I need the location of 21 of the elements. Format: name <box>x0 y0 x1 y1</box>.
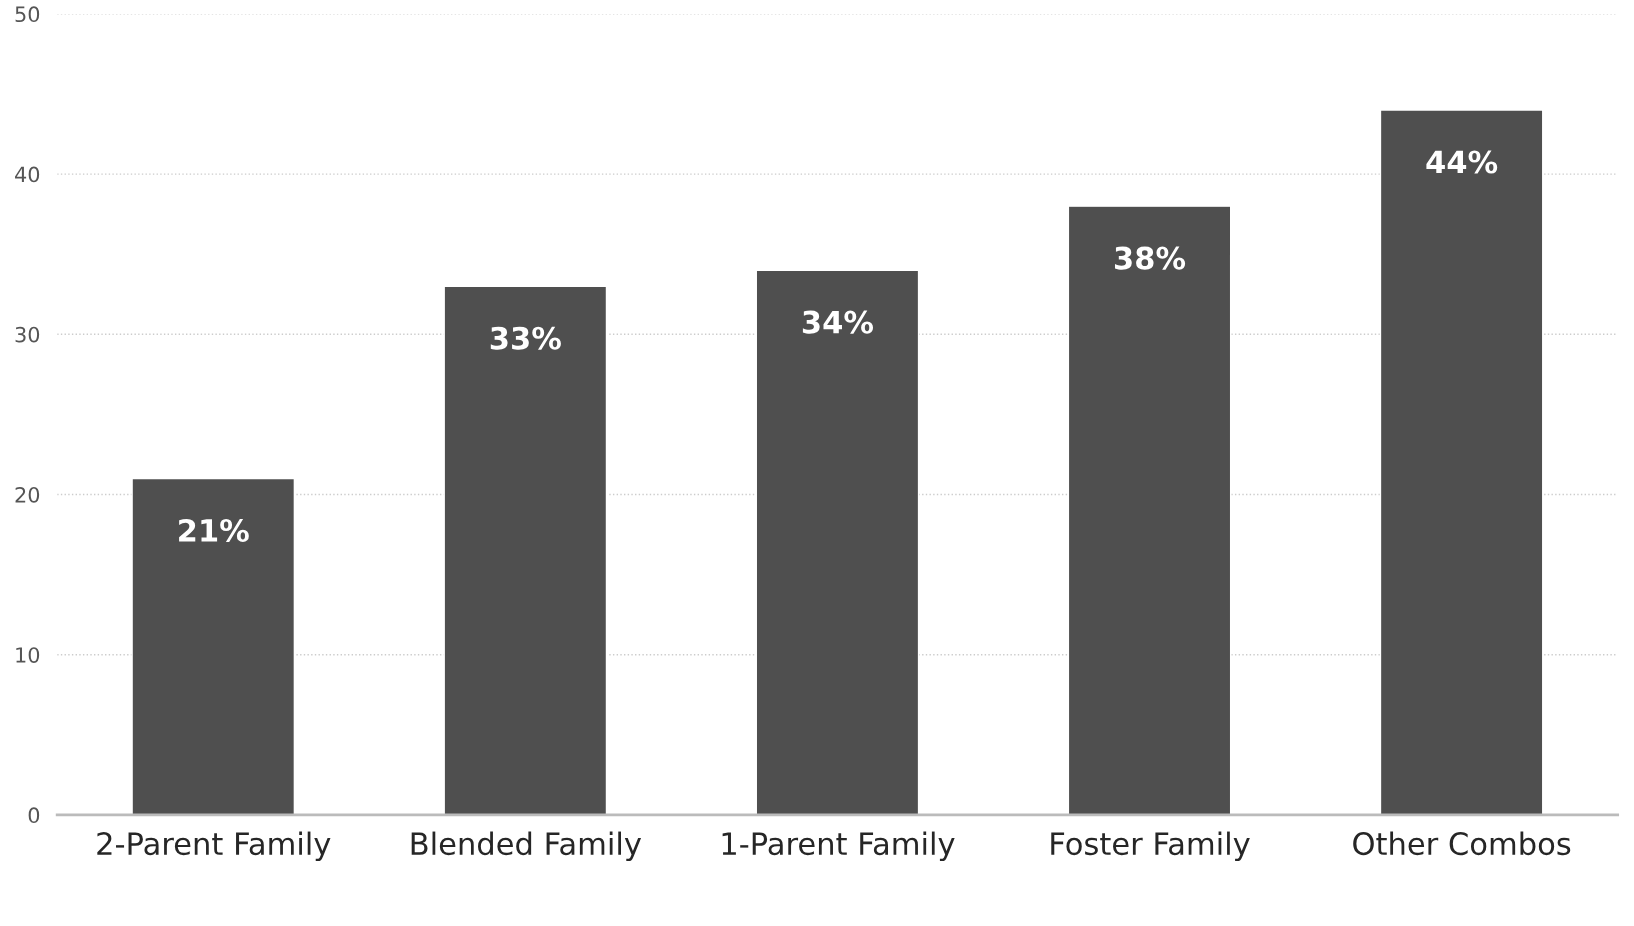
x-tick-label: 2-Parent Family <box>97 831 331 862</box>
y-tick-label: 30 <box>15 326 40 343</box>
bar <box>443 285 608 815</box>
data-label: 44% <box>1426 150 1498 174</box>
data-label: 34% <box>802 310 874 334</box>
x-tick-label: Foster Family <box>1051 831 1250 862</box>
x-tick-label: 1-Parent Family <box>722 831 955 862</box>
data-label: 38% <box>1114 246 1186 270</box>
x-tick-label: Blended Family <box>411 831 642 862</box>
y-tick-label: 40 <box>15 166 40 183</box>
y-tick-label: 50 <box>15 6 40 23</box>
y-tick-label: 20 <box>15 486 40 503</box>
bar <box>131 477 296 815</box>
x-tick-label: Other Combos <box>1353 831 1571 856</box>
bar <box>1067 205 1232 815</box>
data-label: 21% <box>179 518 249 542</box>
data-label: 33% <box>490 326 561 350</box>
bar <box>1379 109 1544 815</box>
y-tick-label: 10 <box>16 647 40 663</box>
y-tick-label: 0 <box>28 807 40 824</box>
bar <box>755 269 920 815</box>
